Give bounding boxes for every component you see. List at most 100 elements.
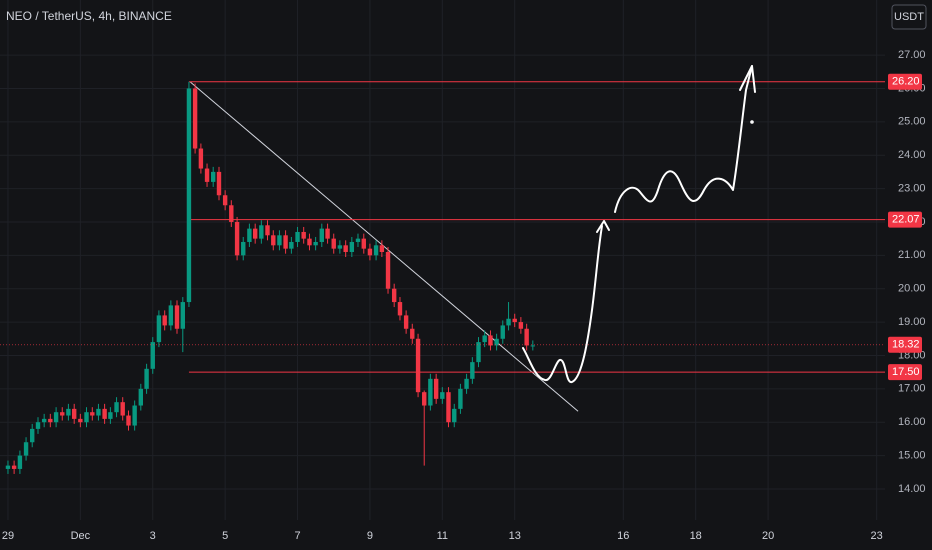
- hand-drawing: [522, 65, 756, 383]
- candle-body: [524, 328, 529, 346]
- candle-body: [355, 238, 361, 242]
- candle-body: [313, 241, 318, 246]
- y-tick-label: 14.00: [898, 483, 926, 495]
- candle-body: [470, 362, 475, 379]
- candle-body: [403, 315, 409, 329]
- candle-body: [48, 418, 53, 423]
- candle-body: [379, 245, 385, 252]
- x-tick-label: 5: [222, 530, 228, 542]
- y-tick-label: 17.00: [898, 383, 926, 395]
- x-tick-label: 11: [437, 530, 448, 542]
- y-tick-label: 16.00: [898, 416, 926, 428]
- y-tick-label: 25.00: [898, 116, 926, 128]
- candle-body: [464, 378, 469, 389]
- candle-body: [186, 88, 192, 303]
- x-tick-label: Dec: [71, 530, 91, 542]
- candle-body: [156, 315, 162, 343]
- candle-body: [512, 318, 517, 323]
- candle-body: [319, 228, 324, 242]
- x-tick-label: 18: [690, 530, 702, 542]
- drawn-arrowhead: [596, 220, 610, 233]
- candle-body: [247, 228, 252, 242]
- x-tick-label: 3: [150, 530, 156, 542]
- x-tick-label: 9: [367, 530, 373, 542]
- candle-body: [283, 235, 288, 249]
- level-tag: [888, 73, 922, 90]
- candle-body: [150, 342, 155, 369]
- candle-body: [144, 368, 149, 389]
- candle-body: [35, 422, 41, 429]
- candle-body: [458, 388, 463, 409]
- candle-body: [361, 238, 366, 249]
- candle-body: [367, 248, 373, 256]
- candle-body: [488, 335, 493, 346]
- y-tick-label: 19.00: [898, 316, 926, 328]
- candle-body: [180, 302, 185, 329]
- candle-body: [126, 415, 131, 426]
- candle-body: [301, 231, 306, 239]
- candle-body: [216, 171, 222, 196]
- candle-body: [494, 338, 499, 346]
- candle-body: [277, 235, 282, 246]
- level-label: 22.07: [892, 214, 920, 226]
- candle-body: [500, 325, 505, 339]
- candle-body: [5, 465, 11, 469]
- last-price-tag: [888, 336, 922, 353]
- drawn-arrowhead: [739, 65, 756, 93]
- candle-body: [331, 238, 336, 249]
- candle-body: [192, 88, 198, 149]
- candle-body: [391, 288, 397, 303]
- y-tick-label: 21.00: [898, 249, 926, 261]
- level-tag: [888, 211, 922, 228]
- candle-body: [325, 228, 330, 239]
- candle-body: [289, 241, 294, 249]
- candle-body: [162, 315, 167, 326]
- candle-body: [518, 322, 524, 329]
- candle-body: [174, 305, 180, 329]
- candle-body: [53, 412, 59, 423]
- candle-body: [410, 328, 415, 339]
- candle-body: [433, 378, 439, 399]
- candle-body: [84, 412, 89, 423]
- candle-body: [265, 225, 270, 236]
- candle-body: [132, 405, 137, 426]
- candle-body: [307, 238, 312, 246]
- candle-body: [476, 342, 481, 363]
- candle-body: [337, 245, 343, 249]
- candle-body: [530, 345, 536, 347]
- drawn-path: [522, 225, 603, 383]
- level-tag: [888, 364, 922, 381]
- candle-body: [138, 388, 144, 406]
- candle-body: [295, 231, 300, 242]
- candle-body: [90, 412, 95, 416]
- candle-body: [446, 392, 451, 423]
- drawn-dot: [750, 120, 754, 124]
- last-price-label: 18.32: [892, 339, 920, 351]
- candle-body: [397, 302, 403, 316]
- x-tick-label: 13: [509, 530, 521, 542]
- x-tick-label: 16: [617, 530, 629, 542]
- candle-body: [349, 241, 355, 252]
- candle-body: [241, 241, 246, 256]
- candle-body: [506, 318, 511, 326]
- axes: 14.0015.0016.0017.0018.0019.0020.0021.00…: [2, 49, 926, 542]
- y-tick-label: 15.00: [898, 449, 926, 461]
- candle-body: [11, 465, 17, 469]
- candle-body: [120, 402, 125, 416]
- currency-label[interactable]: USDT: [894, 11, 924, 23]
- candle-body: [259, 225, 264, 239]
- candle-body: [373, 245, 379, 256]
- candle-body: [60, 412, 65, 416]
- level-label: 26.20: [892, 76, 920, 88]
- candle-body: [385, 251, 391, 289]
- candle-body: [428, 378, 433, 406]
- candle-body: [234, 221, 240, 256]
- currency-box[interactable]: [891, 4, 927, 30]
- x-tick-label: 23: [871, 530, 883, 542]
- y-tick-label: 27.00: [898, 49, 926, 61]
- candle-body: [168, 305, 174, 326]
- y-tick-label: 24.00: [898, 149, 926, 161]
- candle-body: [78, 418, 83, 423]
